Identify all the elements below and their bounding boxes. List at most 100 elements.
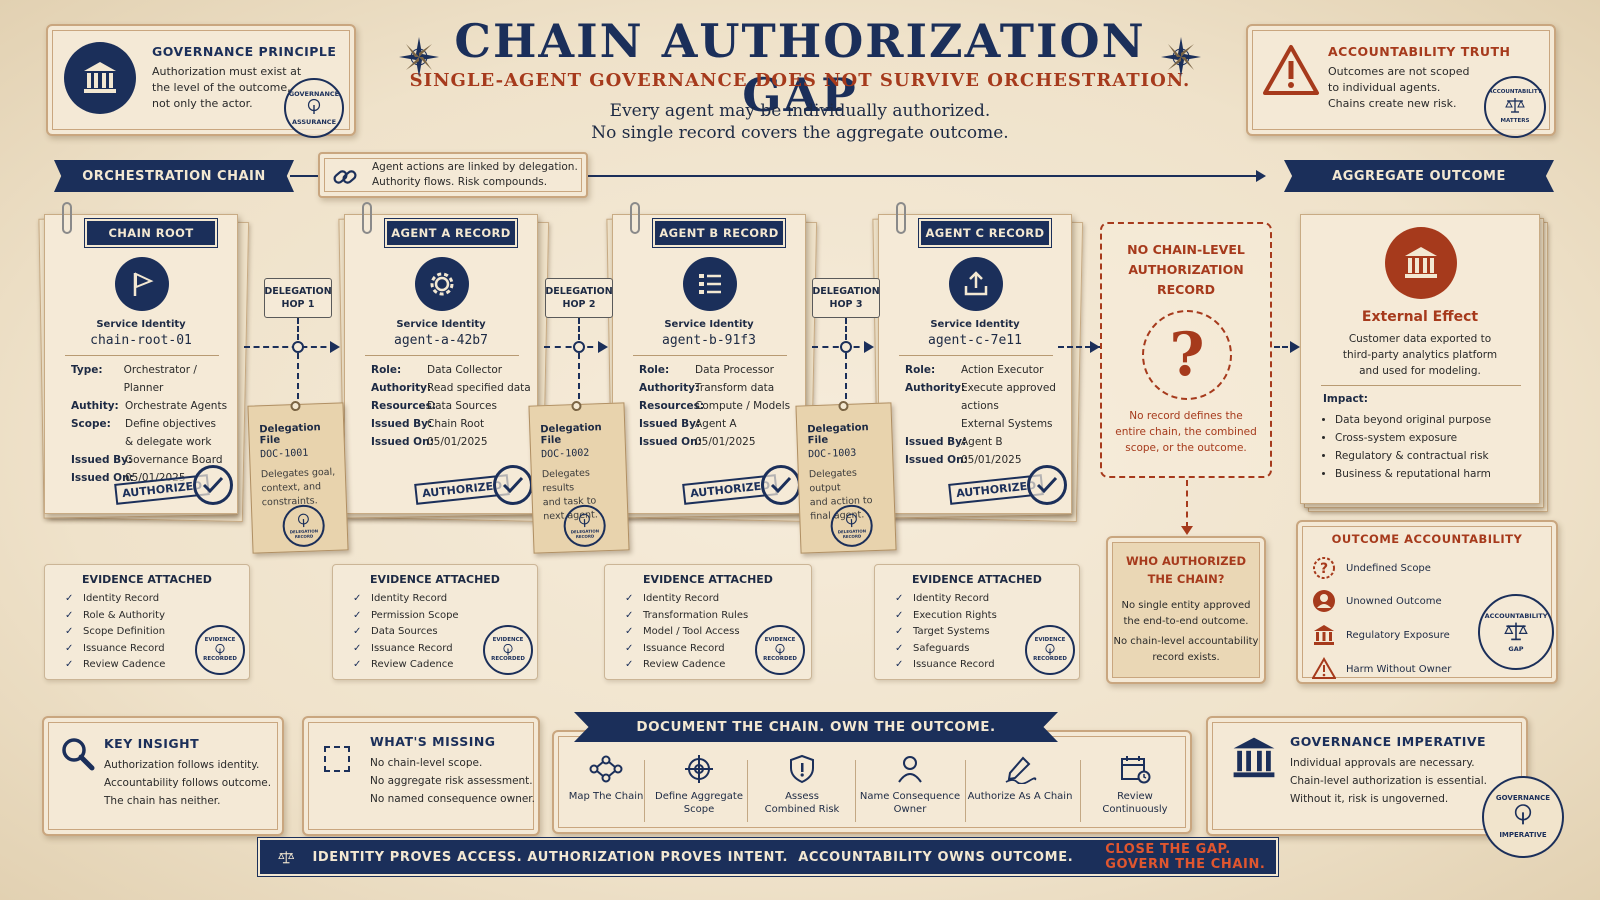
text-line: HOP 2	[562, 299, 596, 310]
action-step: Define Aggregate Scope	[646, 754, 752, 816]
action-label: Review	[1117, 791, 1153, 802]
tag-hole	[838, 400, 849, 412]
outcome-accountability-panel: OUTCOME ACCOUNTABILITY ? Undefined Scope…	[1296, 520, 1558, 684]
service-identity-label: Service Identity	[664, 319, 754, 330]
list-item: ✓ Issuance Record	[353, 641, 459, 658]
check-icon: ✓	[895, 626, 904, 637]
file-doc-id: DOC-1002	[540, 447, 590, 461]
tree-icon	[503, 644, 513, 656]
check-icon: ✓	[625, 642, 634, 654]
seal-text: IMPERATIVE	[1499, 831, 1547, 839]
tree-icon	[775, 644, 785, 656]
delegation-line	[244, 346, 336, 348]
scales-icon	[1504, 622, 1528, 640]
hop-node	[573, 341, 585, 353]
hop-stem	[845, 353, 847, 399]
record-card: AGENT B RECORD Service Identity agent-b-91…	[612, 214, 806, 514]
service-identity-value: agent-a-42b7	[394, 333, 488, 348]
institution-icon	[1385, 227, 1457, 299]
document-chain-banner: DOCUMENT THE CHAIN. OWN THE OUTCOME.	[574, 712, 1058, 742]
text-line: Accountability follows outcome.	[104, 777, 272, 789]
person-icon	[857, 754, 963, 784]
text-line: DELEGATION	[812, 286, 880, 297]
text-line: Authorization follows identity.	[104, 759, 260, 771]
list-item: Cross-system exposure	[1335, 429, 1491, 447]
evidence-list: ✓ Identity Record ✓ Execution Rights ✓ Target…	[895, 591, 997, 674]
text-line: No record defines the	[1129, 410, 1243, 422]
item-label: Review Cadence	[643, 659, 726, 670]
field-value: & delegate work	[125, 436, 212, 448]
item-label: Review Cadence	[83, 659, 166, 670]
action-step: Assess Combined Risk	[749, 754, 855, 816]
panel-title: OUTCOME ACCOUNTABILITY	[1331, 532, 1523, 546]
record-card: AGENT A RECORD Service Identity agent-a-42…	[344, 214, 538, 514]
divider	[633, 355, 787, 356]
outcome-arrowhead	[1290, 341, 1300, 353]
chain-connector-line	[290, 175, 1260, 177]
field-value: 05/01/2025	[961, 454, 1022, 466]
file-doc-id: DOC-1001	[259, 447, 309, 461]
field-key: Resources:	[639, 400, 705, 412]
field-value: Orchestrator / Planner	[123, 364, 197, 394]
check-icon: ✓	[65, 609, 74, 621]
text-line: THE CHAIN?	[1147, 572, 1225, 586]
gear-icon	[415, 257, 469, 311]
person-icon	[1313, 590, 1335, 612]
service-identity-value: agent-b-91f3	[662, 333, 756, 348]
accountability-matters-seal: ACCOUNTABILITY MATTERS	[1484, 76, 1546, 138]
divider	[365, 355, 519, 356]
svg-text:?: ?	[1320, 561, 1328, 577]
warning-icon	[1263, 45, 1319, 95]
field-row: Resources: Data Sources	[371, 397, 531, 415]
action-step: Map The Chain	[553, 754, 659, 803]
who-arrowhead	[1181, 526, 1193, 535]
delegation-file-tag: Delegation File DOC-1002 Delegates results…	[528, 400, 630, 554]
hop-stem	[578, 353, 580, 399]
card-tag: AGENT B RECORD	[652, 218, 786, 248]
delegation-file-tag: Delegation File DOC-1003 Delegates output a…	[795, 400, 897, 554]
field-key: Type:	[71, 364, 103, 376]
item-label: Unowned Outcome	[1346, 595, 1442, 607]
item-label: Identity Record	[83, 593, 160, 604]
tree-icon	[1514, 804, 1532, 825]
action-label: Continuously	[1102, 804, 1168, 815]
field-row: Issued By: Chain Root	[371, 415, 531, 433]
field-key	[71, 433, 125, 451]
check-icon: ✓	[353, 593, 362, 604]
seal-text: MATTERS	[1500, 118, 1530, 124]
seal-text: RECORDED	[491, 656, 525, 662]
institution-icon	[64, 42, 136, 114]
item-label: Harm Without Owner	[1346, 663, 1452, 675]
key-insight-panel: KEY INSIGHT Authorization follows identi…	[42, 716, 284, 836]
list-item: ✓ Review Cadence	[353, 657, 459, 674]
file-doc-id: DOC-1003	[807, 447, 857, 461]
tree-icon	[579, 513, 590, 528]
impact-label: Impact:	[1323, 393, 1368, 405]
question-icon: ?	[1313, 557, 1335, 579]
scales-icon	[1505, 98, 1525, 113]
service-identity-label: Service Identity	[396, 319, 486, 330]
field-row: Issued On: 05/01/2025	[905, 451, 1056, 469]
compass-rose-icon	[399, 37, 439, 77]
text-line: Outcomes are not scoped	[1328, 65, 1470, 78]
text-line: RECORD	[1157, 282, 1215, 297]
card-tag: AGENT C RECORD	[918, 218, 1052, 248]
list-item: ✓ Identity Record	[895, 591, 997, 608]
item-label: Transformation Rules	[643, 609, 749, 621]
panel-title: GOVERNANCE IMPERATIVE	[1290, 734, 1487, 749]
orchestration-chain-banner: ORCHESTRATION CHAIN	[54, 160, 294, 192]
delegation-arrowhead	[864, 341, 874, 353]
list-item: ✓ Scope Definition	[65, 624, 165, 641]
text-line: Delegates results	[541, 467, 591, 495]
delegation-arrowhead	[598, 341, 608, 353]
seal-text: GAP	[1508, 644, 1524, 653]
field-value: 05/01/2025	[695, 436, 756, 448]
field-key: Issued By:	[905, 436, 967, 448]
text-line: Chain-level authorization is essential.	[1290, 775, 1487, 787]
governance-principle-panel: GOVERNANCE PRINCIPLE Authorization must …	[46, 24, 356, 138]
accountability-list: ? Undefined Scope Unowned Outcome Regula…	[1312, 552, 1452, 686]
field-key: Issued On:	[71, 472, 134, 484]
text-line: Authority flows. Risk compounds.	[372, 176, 548, 188]
file-content: Delegation File DOC-1001 Delegates goal, co…	[259, 422, 342, 511]
text-line: the level of the outcome,	[152, 81, 291, 94]
